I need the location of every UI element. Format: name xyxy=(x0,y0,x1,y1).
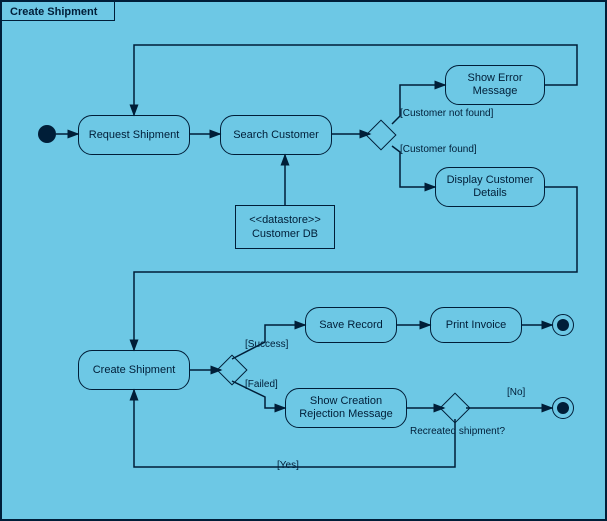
node-label: Search Customer xyxy=(233,129,319,141)
initial-node xyxy=(38,125,56,143)
activity-diagram-frame: Create Shipment Request Shipment Search … xyxy=(0,0,607,521)
decision-recreate xyxy=(439,392,470,423)
node-label: Save Record xyxy=(319,319,383,331)
decision-create-result xyxy=(216,354,247,385)
decision-question: Recreated shipment? xyxy=(410,426,505,437)
guard-yes: [Yes] xyxy=(277,460,299,471)
node-label: Display Customer Details xyxy=(447,174,534,200)
stereotype-label: <<datastore>> xyxy=(249,213,321,227)
decision-customer-found xyxy=(365,119,396,150)
node-label: Request Shipment xyxy=(89,129,180,141)
activity-request-shipment: Request Shipment xyxy=(78,115,190,155)
final-node-reject xyxy=(552,397,574,419)
guard-not-found: [Customer not found] xyxy=(400,108,493,119)
activity-display-customer: Display Customer Details xyxy=(435,167,545,207)
node-label: Create Shipment xyxy=(93,364,176,376)
activity-show-rejection: Show Creation Rejection Message xyxy=(285,388,407,428)
diagram-title: Create Shipment xyxy=(2,2,105,22)
guard-failed: [Failed] xyxy=(245,379,278,390)
activity-search-customer: Search Customer xyxy=(220,115,332,155)
node-label: Show Error Message xyxy=(467,72,522,98)
datastore-customer-db: <<datastore>> Customer DB xyxy=(235,205,335,249)
guard-found: [Customer found] xyxy=(400,144,477,155)
activity-show-error: Show Error Message xyxy=(445,65,545,105)
activity-print-invoice: Print Invoice xyxy=(430,307,522,343)
node-label: Show Creation Rejection Message xyxy=(299,395,393,421)
guard-no: [No] xyxy=(507,387,525,398)
node-label: Print Invoice xyxy=(446,319,507,331)
activity-create-shipment: Create Shipment xyxy=(78,350,190,390)
activity-save-record: Save Record xyxy=(305,307,397,343)
node-label: Customer DB xyxy=(252,227,318,241)
final-node-invoice xyxy=(552,314,574,336)
guard-success: [Success] xyxy=(245,339,288,350)
